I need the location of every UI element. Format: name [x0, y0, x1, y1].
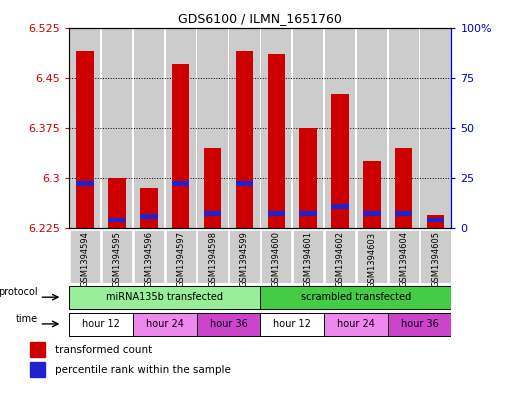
- Bar: [427, 218, 444, 222]
- Text: hour 36: hour 36: [210, 319, 247, 329]
- Bar: [108, 218, 126, 222]
- Bar: [198, 230, 228, 283]
- Bar: [363, 161, 381, 228]
- Text: GSM1394595: GSM1394595: [112, 231, 122, 287]
- Bar: [395, 148, 412, 228]
- Text: GSM1394597: GSM1394597: [176, 231, 185, 288]
- Text: GSM1394605: GSM1394605: [431, 231, 440, 288]
- Text: transformed count: transformed count: [54, 345, 152, 355]
- Bar: [293, 230, 323, 283]
- Bar: [198, 28, 228, 228]
- Bar: [324, 313, 388, 336]
- Bar: [331, 94, 349, 228]
- Text: hour 12: hour 12: [273, 319, 311, 329]
- Text: GSM1394598: GSM1394598: [208, 231, 217, 288]
- Text: hour 36: hour 36: [401, 319, 439, 329]
- Bar: [331, 204, 349, 209]
- Bar: [261, 313, 324, 336]
- Bar: [76, 51, 94, 228]
- Title: GDS6100 / ILMN_1651760: GDS6100 / ILMN_1651760: [179, 12, 342, 25]
- Text: GSM1394600: GSM1394600: [272, 231, 281, 288]
- Bar: [196, 313, 261, 336]
- Bar: [166, 28, 196, 228]
- Bar: [140, 188, 157, 228]
- Bar: [235, 181, 253, 185]
- Bar: [102, 230, 132, 283]
- Bar: [172, 64, 189, 228]
- Bar: [76, 181, 94, 185]
- Bar: [69, 286, 261, 309]
- Bar: [134, 28, 164, 228]
- Text: hour 24: hour 24: [146, 319, 184, 329]
- Bar: [388, 313, 451, 336]
- Bar: [229, 230, 260, 283]
- Bar: [166, 230, 196, 283]
- Bar: [134, 230, 164, 283]
- Bar: [140, 214, 157, 219]
- Bar: [30, 342, 45, 357]
- Bar: [325, 230, 355, 283]
- Bar: [357, 28, 387, 228]
- Text: percentile rank within the sample: percentile rank within the sample: [54, 365, 230, 375]
- Bar: [261, 28, 291, 228]
- Bar: [204, 148, 221, 228]
- Bar: [102, 28, 132, 228]
- Text: protocol: protocol: [0, 287, 38, 297]
- Bar: [427, 215, 444, 228]
- Text: miRNA135b transfected: miRNA135b transfected: [106, 292, 223, 302]
- Bar: [267, 54, 285, 228]
- Text: scrambled transfected: scrambled transfected: [301, 292, 411, 302]
- Text: GSM1394601: GSM1394601: [304, 231, 312, 288]
- Text: hour 24: hour 24: [337, 319, 375, 329]
- Bar: [395, 211, 412, 216]
- Bar: [267, 211, 285, 216]
- Text: GSM1394604: GSM1394604: [399, 231, 408, 288]
- Bar: [133, 313, 196, 336]
- Bar: [70, 230, 101, 283]
- Bar: [420, 28, 450, 228]
- Bar: [388, 28, 419, 228]
- Text: time: time: [16, 314, 38, 324]
- Bar: [357, 230, 387, 283]
- Bar: [229, 28, 260, 228]
- Bar: [388, 230, 419, 283]
- Bar: [325, 28, 355, 228]
- Bar: [108, 178, 126, 228]
- Bar: [261, 230, 291, 283]
- Text: GSM1394602: GSM1394602: [336, 231, 344, 288]
- Text: GSM1394594: GSM1394594: [81, 231, 90, 287]
- Bar: [363, 211, 381, 216]
- Bar: [204, 211, 221, 216]
- Text: hour 12: hour 12: [82, 319, 120, 329]
- Bar: [70, 28, 101, 228]
- Bar: [420, 230, 450, 283]
- Bar: [261, 286, 451, 309]
- Bar: [69, 313, 133, 336]
- Bar: [172, 181, 189, 185]
- Text: GSM1394596: GSM1394596: [144, 231, 153, 288]
- Bar: [235, 51, 253, 228]
- Bar: [293, 28, 323, 228]
- Text: GSM1394599: GSM1394599: [240, 231, 249, 287]
- Bar: [300, 211, 317, 216]
- Bar: [30, 362, 45, 377]
- Bar: [300, 128, 317, 228]
- Text: GSM1394603: GSM1394603: [367, 231, 377, 288]
